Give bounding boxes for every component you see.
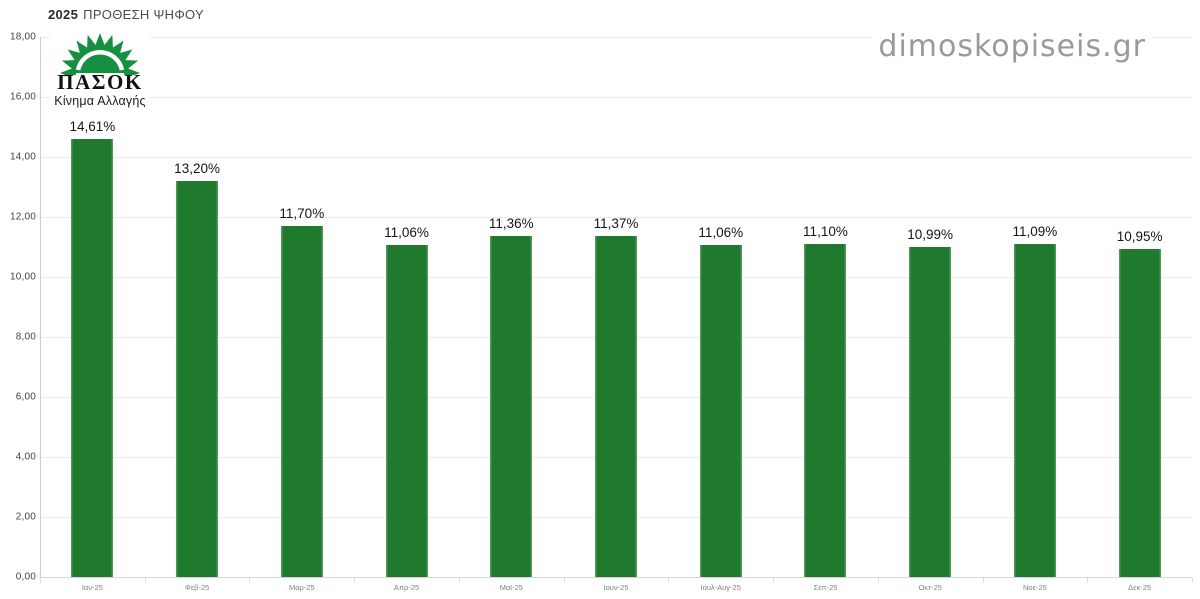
x-axis-label: Ιουν-25 (603, 583, 629, 592)
x-axis-label: Δεκ-25 (1128, 583, 1152, 592)
y-gridline (40, 37, 1192, 38)
bar (176, 181, 219, 577)
bar (804, 244, 847, 577)
title-year: 2025 (48, 7, 79, 22)
x-axis-tick (354, 578, 356, 583)
pasok-logo-name: ΠΑΣΟΚ (57, 70, 143, 94)
x-axis-tick (249, 578, 251, 583)
x-axis-label: Νοε-25 (1023, 583, 1047, 592)
pasok-logo-subtitle: Κίνημα Αλλαγής (54, 94, 146, 108)
x-axis-tick (1192, 578, 1193, 583)
y-axis-tick-label: 2,00 (15, 511, 36, 523)
bar (1118, 248, 1161, 577)
x-axis-label: Μαϊ-25 (499, 583, 523, 592)
y-axis-tick-label: 10,00 (9, 271, 36, 283)
x-axis-tick (877, 578, 879, 583)
y-axis-tick-label: 16,00 (9, 91, 36, 103)
pasok-logo: ΠΑΣΟΚ Κίνημα Αλλαγής (50, 31, 150, 108)
bar (385, 245, 428, 577)
x-axis-tick (1087, 578, 1089, 583)
bar-value-label: 14,61% (69, 118, 116, 134)
x-axis-label: Φεβ-25 (184, 583, 210, 592)
watermark-text: dimoskopiseis.gr (872, 29, 1152, 68)
y-gridline (40, 97, 1192, 98)
x-axis-label: Οκτ-25 (918, 583, 942, 592)
bar (595, 235, 637, 577)
x-axis-tick (40, 578, 41, 583)
page-title: 2025 ΠΡΟΘΕΣΗ ΨΗΦΟΥ (48, 7, 204, 22)
x-axis-tick (458, 578, 460, 583)
bar-value-label: 11,36% (488, 216, 534, 232)
y-axis-tick-label: 18,00 (9, 31, 36, 43)
pasok-sun-icon (60, 33, 140, 75)
x-axis-tick (144, 578, 146, 583)
y-axis-tick-label: 12,00 (9, 211, 36, 223)
bar (490, 236, 533, 577)
x-axis-tick (668, 578, 670, 583)
bar (909, 247, 952, 577)
bar-value-label: 10,95% (1116, 228, 1163, 244)
x-axis-line (40, 577, 1192, 578)
bar-value-label: 11,06% (384, 225, 429, 241)
x-axis-label: Σεπ-25 (813, 583, 838, 592)
x-axis-label: Ιαν-25 (81, 583, 103, 592)
bar-value-label: 10,99% (907, 227, 954, 243)
y-gridline (40, 217, 1192, 218)
y-axis-tick-label: 4,00 (15, 451, 36, 463)
y-axis-tick-label: 8,00 (15, 331, 36, 343)
x-axis-label: Ιουλ-Αυγ-25 (700, 583, 741, 592)
y-gridline (40, 157, 1192, 158)
bar-value-label: 11,10% (803, 224, 848, 239)
x-axis-tick (773, 578, 775, 583)
x-axis-tick (563, 578, 565, 583)
x-axis-label: Απρ-25 (393, 583, 420, 592)
bar-value-label: 11,06% (698, 225, 744, 241)
bar (71, 138, 114, 577)
title-text: ΠΡΟΘΕΣΗ ΨΗΦΟΥ (83, 7, 204, 22)
y-axis-tick-label: 0,00 (15, 571, 36, 583)
bar (699, 245, 742, 577)
bar-value-label: 11,37% (593, 215, 639, 231)
x-axis-tick (982, 578, 984, 583)
y-axis-line (40, 37, 41, 577)
bar (280, 226, 323, 577)
y-axis-tick-label: 6,00 (15, 391, 36, 403)
y-axis-tick-label: 14,00 (9, 151, 36, 163)
bar-value-label: 11,70% (279, 206, 325, 221)
bar-value-label: 13,20% (174, 161, 220, 176)
bar (1013, 244, 1056, 577)
x-axis-label: Μαρ-25 (288, 583, 315, 592)
bar-value-label: 11,09% (1012, 224, 1058, 240)
